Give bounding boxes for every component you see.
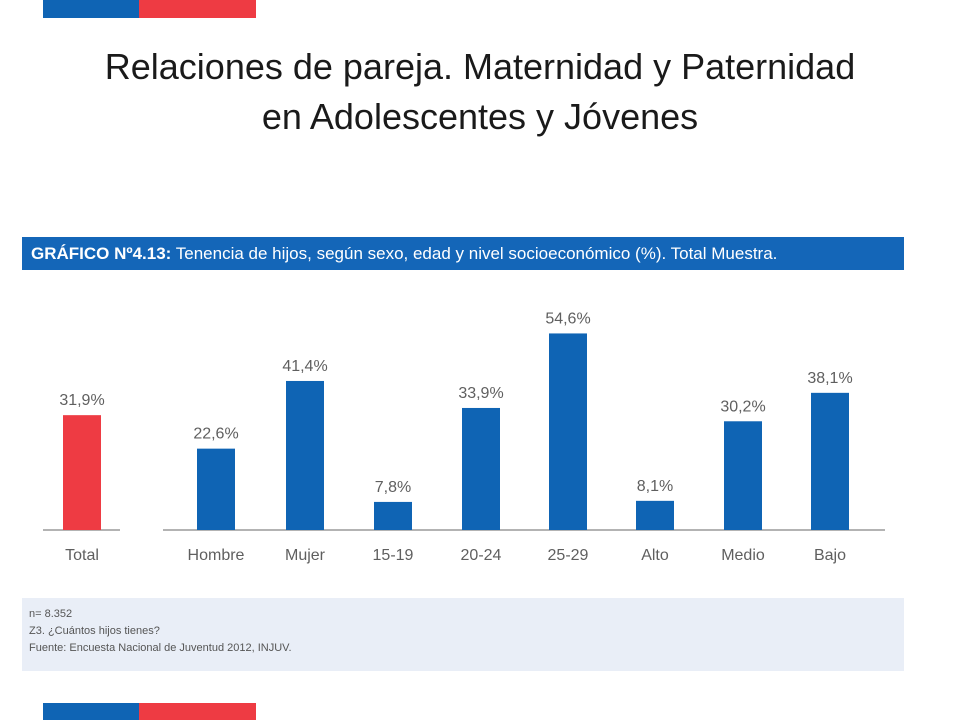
category-label-20-24: 20-24 (461, 547, 502, 564)
bar-25-29 (549, 333, 587, 530)
notes-question: Z3. ¿Cuántos hijos tienes? (29, 625, 160, 637)
value-label-medio: 30,2% (720, 398, 765, 415)
flag-blue-block (43, 0, 139, 18)
value-label-15-19: 7,8% (375, 479, 411, 496)
value-label-mujer: 41,4% (282, 358, 327, 375)
chart-header-label: GRÁFICO Nº4.13: (31, 244, 172, 263)
notes-source: Fuente: Encuesta Nacional de Juventud 20… (29, 642, 292, 654)
slide-title-line2: en Adolescentes y Jóvenes (261, 96, 699, 137)
category-label-mujer: Mujer (285, 547, 326, 564)
slide-title-line1: Relaciones de pareja. Maternidad y Pater… (104, 46, 856, 87)
flag-stripe-bottom (43, 703, 256, 720)
bar-hombre (197, 448, 235, 530)
category-label-total: Total (65, 547, 99, 564)
chart-bars (63, 333, 849, 530)
bar-mujer (286, 380, 324, 530)
flag-stripe-top (43, 0, 256, 18)
category-label-medio: Medio (721, 547, 765, 564)
category-label-bajo: Bajo (814, 547, 846, 564)
value-label-20-24: 33,9% (458, 385, 503, 402)
flag-blue-block-bottom (43, 703, 139, 720)
flag-red-block-bottom (139, 703, 256, 720)
category-label-15-19: 15-19 (373, 547, 414, 564)
chart-value-labels: 31,9% 22,6% 41,4% 7,8% 33,9% 54,6% 8,1% 30,2% 38… (59, 310, 852, 495)
category-label-hombre: Hombre (188, 547, 245, 564)
notes-sample-size: n= 8.352 (29, 608, 73, 620)
value-label-hombre: 22,6% (193, 426, 238, 443)
value-label-25-29: 54,6% (545, 310, 590, 327)
value-label-total: 31,9% (59, 392, 104, 409)
category-label-25-29: 25-29 (548, 547, 589, 564)
bar-bajo (811, 392, 849, 530)
category-label-alto: Alto (641, 547, 669, 564)
bar-15-19 (374, 501, 412, 530)
bar-medio (724, 421, 762, 530)
chart-header-text: Tenencia de hijos, según sexo, edad y ni… (175, 244, 778, 263)
bar-20-24 (462, 407, 500, 530)
chart-category-labels: Total Hombre Mujer 15-19 20-24 25-29 Alto Medio… (65, 547, 846, 564)
bar-alto (636, 500, 674, 530)
bar-chart: 31,9% 22,6% 41,4% 7,8% 33,9% 54,6% 8,1% 30,2% 38… (43, 310, 885, 564)
value-label-bajo: 38,1% (807, 370, 852, 387)
value-label-alto: 8,1% (637, 478, 673, 495)
slide-title: Relaciones de pareja. Maternidad y Pater… (0, 42, 960, 142)
bar-total (63, 415, 101, 530)
chart-header: GRÁFICO Nº4.13: Tenencia de hijos, según… (22, 237, 904, 270)
flag-red-block (139, 0, 256, 18)
chart-notes: n= 8.352 Z3. ¿Cuántos hijos tienes? Fuen… (22, 598, 904, 671)
